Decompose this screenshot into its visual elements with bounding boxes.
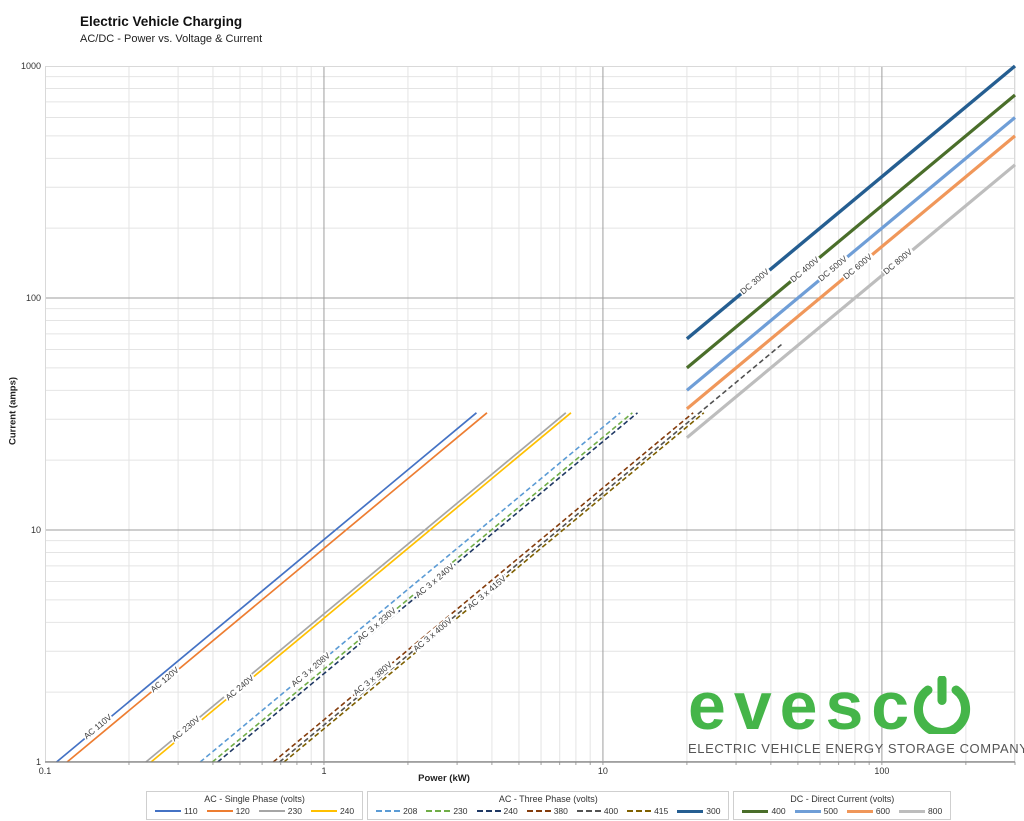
legend-swatch-icon bbox=[576, 810, 601, 812]
legend-item-label: 230 bbox=[287, 806, 302, 816]
legend-item-label: 230 bbox=[453, 806, 468, 816]
evesco-tagline: ELECTRIC VEHICLE ENERGY STORAGE COMPANY bbox=[688, 741, 1024, 756]
legend-swatch-icon bbox=[426, 810, 451, 812]
legend-swatch-icon bbox=[794, 809, 821, 813]
x-tick-label: 10 bbox=[597, 766, 608, 776]
legend-swatch-icon bbox=[155, 810, 181, 812]
legend-group-title: AC - Single Phase (volts) bbox=[204, 794, 305, 804]
y-tick-label: 1 bbox=[35, 757, 41, 767]
plot-svg bbox=[45, 64, 1017, 765]
plot-area: AC 110V AC 120V AC 230V AC 240V AC 3 x 208V A… bbox=[45, 64, 1017, 765]
x-tick-label: 100 bbox=[874, 766, 890, 776]
page-subtitle: AC/DC - Power vs. Voltage & Current bbox=[80, 33, 263, 45]
legend-item-label: 110 bbox=[184, 806, 198, 816]
legend-item-120: 120 bbox=[206, 806, 250, 816]
series-line-11 bbox=[685, 93, 1017, 370]
legend-item-415: 415 bbox=[627, 806, 668, 816]
legend-item-label: 380 bbox=[553, 806, 568, 816]
power-button-icon bbox=[914, 676, 971, 734]
legend-item-400: 400 bbox=[576, 806, 619, 816]
legend-item-label: 800 bbox=[928, 806, 943, 816]
logo-letter: e bbox=[22, 5, 54, 58]
legend-swatch-icon bbox=[899, 809, 925, 813]
evesco-wordmark: evesc bbox=[688, 668, 918, 745]
legend-item-label: 240 bbox=[503, 806, 518, 816]
legend-item-230: 230 bbox=[258, 806, 302, 816]
legend-item-110: 110 bbox=[155, 806, 198, 816]
legend-swatch-icon bbox=[627, 810, 652, 812]
series-line-4 bbox=[199, 412, 621, 763]
page-title: Electric Vehicle Charging bbox=[80, 14, 243, 29]
x-tick-label: 1 bbox=[321, 766, 327, 776]
y-axis-title: Current (amps) bbox=[7, 376, 19, 446]
legend-item-600: 600 bbox=[846, 806, 890, 816]
series-line-0 bbox=[56, 412, 477, 763]
logo-plug-prong-icon bbox=[28, 34, 34, 36]
series-line-2 bbox=[145, 412, 567, 763]
legend-group-2: DC - Direct Current (volts) 400 500 600 800 bbox=[733, 791, 952, 820]
legend-item-500: 500 bbox=[794, 806, 838, 816]
legend-item-label: 400 bbox=[771, 806, 786, 816]
legend-item-230: 230 bbox=[426, 806, 468, 816]
legend-swatch-icon bbox=[310, 810, 337, 812]
legend-item-208: 208 bbox=[376, 806, 417, 816]
logo-plug-icon bbox=[34, 36, 46, 40]
y-tick-label: 1000 bbox=[20, 61, 41, 71]
legend-items-row: 110 120 230 240 bbox=[155, 806, 354, 816]
legend-item-380: 380 bbox=[526, 806, 568, 816]
legend-group-title: AC - Three Phase (volts) bbox=[498, 794, 598, 804]
logo-plug-prong-icon bbox=[28, 39, 34, 41]
legend-item-label: 500 bbox=[823, 806, 838, 816]
y-tick-label: 100 bbox=[25, 293, 41, 303]
legend-item-label: 400 bbox=[603, 806, 619, 816]
legend-swatch-icon bbox=[376, 810, 401, 812]
legend-swatch-icon bbox=[846, 809, 873, 813]
company-logo-icon: e bbox=[12, 6, 64, 58]
legend-swatch-icon bbox=[677, 809, 704, 813]
legend-swatch-icon bbox=[742, 809, 769, 813]
legend-item-label: 120 bbox=[235, 806, 250, 816]
legend-item-label: 208 bbox=[403, 806, 418, 816]
legend-group-0: AC - Single Phase (volts) 110 120 230 240 bbox=[146, 791, 364, 820]
series-line-1 bbox=[66, 412, 488, 763]
series-line-14 bbox=[685, 163, 1017, 439]
legend-item-label: 240 bbox=[339, 806, 355, 816]
y-tick-label: 10 bbox=[30, 525, 41, 535]
series-line-12 bbox=[685, 116, 1017, 392]
legend-swatch-icon bbox=[526, 810, 551, 812]
legend-swatch-icon bbox=[258, 810, 285, 812]
legend-item-label: 415 bbox=[654, 806, 669, 816]
legend-item-240: 240 bbox=[476, 806, 518, 816]
legend-swatch-icon bbox=[476, 810, 501, 812]
legend-item-300: 300 bbox=[677, 806, 720, 816]
legend-swatch-icon bbox=[206, 810, 233, 812]
x-tick-label: 0.1 bbox=[38, 766, 52, 776]
evesco-logo: evesc ELECTRIC VEHICLE ENERGY STORAGE CO… bbox=[688, 668, 1024, 756]
legend-group-1: AC - Three Phase (volts) 208 230 240 380 400 4… bbox=[367, 791, 730, 820]
series-line-3 bbox=[150, 412, 572, 763]
legend-item-800: 800 bbox=[899, 806, 942, 816]
legend-item-240: 240 bbox=[310, 806, 355, 816]
legend-item-label: 300 bbox=[706, 806, 721, 816]
legend-items-row: 208 230 240 380 400 415 300 bbox=[376, 806, 720, 816]
legend-item-label: 600 bbox=[875, 806, 890, 816]
legend-group-title: DC - Direct Current (volts) bbox=[790, 794, 895, 804]
chart-legend: AC - Single Phase (volts) 110 120 230 240 AC … bbox=[146, 791, 952, 820]
legend-items-row: 400 500 600 800 bbox=[742, 806, 942, 816]
legend-item-400: 400 bbox=[742, 806, 786, 816]
x-axis-title: Power (kW) bbox=[418, 773, 470, 784]
